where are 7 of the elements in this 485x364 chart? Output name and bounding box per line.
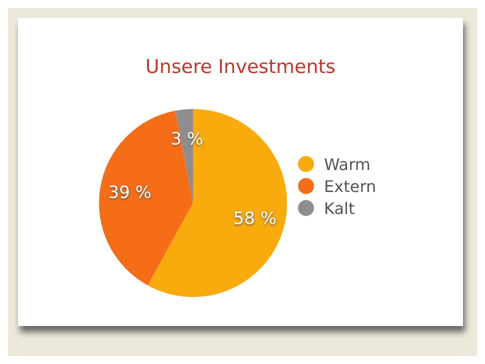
data-label: 58 % (233, 208, 277, 229)
data-label: 39 % (108, 183, 152, 203)
legend-label: Kalt (324, 198, 355, 218)
legend-label: Warm (324, 154, 370, 174)
data-label: 3 % (170, 129, 204, 150)
legend-label: Extern (324, 176, 376, 196)
chart-title: Unsere Investments (144, 56, 337, 78)
